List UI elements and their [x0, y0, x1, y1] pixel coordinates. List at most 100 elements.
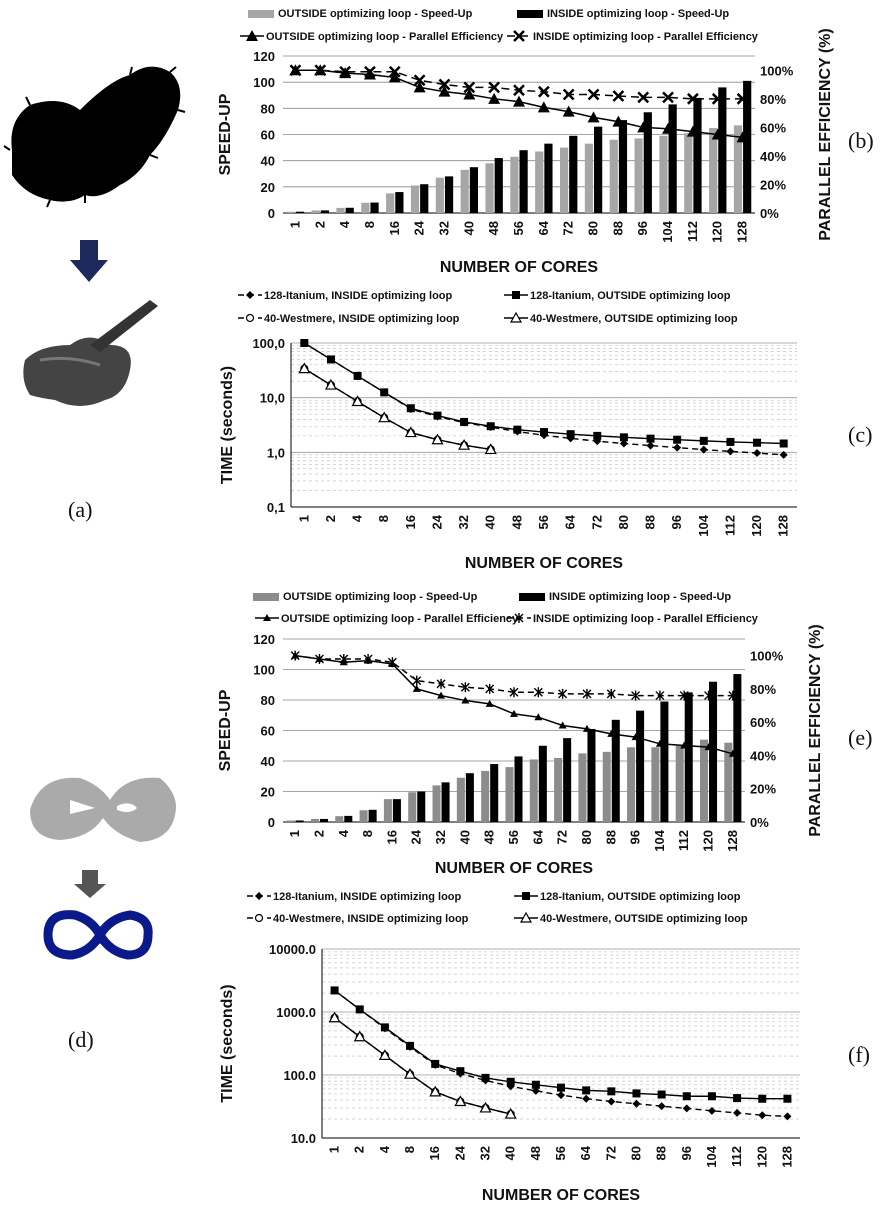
bar [311, 210, 320, 213]
data-point [779, 439, 788, 448]
legend-label: OUTSIDE optimizing loop - Speed-Up [283, 591, 478, 603]
data-point [485, 699, 494, 707]
data-point [619, 433, 628, 442]
bar [494, 158, 503, 213]
bar [538, 745, 547, 822]
bar [611, 719, 620, 822]
legend-swatch [253, 593, 279, 601]
y-tick-label: 10.0 [291, 1131, 316, 1146]
legend-label: INSIDE optimizing loop - Parallel Effici… [533, 613, 759, 625]
data-point [326, 355, 335, 364]
x-tick-label: 4 [336, 829, 351, 837]
data-point [655, 690, 665, 701]
data-point [733, 1094, 742, 1103]
x-tick-label: 128 [735, 221, 750, 243]
bar [733, 674, 742, 822]
data-point [607, 1097, 616, 1106]
bar [408, 792, 417, 822]
y2-tick-label: 100% [760, 63, 794, 78]
bar [569, 135, 578, 213]
legend-swatch [517, 10, 543, 18]
bar [359, 810, 368, 822]
data-point [388, 71, 401, 83]
data-point [557, 1091, 565, 1100]
x-tick-label: 56 [553, 1146, 568, 1160]
y-tick-label: 10,0 [260, 391, 285, 406]
bar [417, 791, 426, 822]
bar [743, 80, 752, 213]
x-tick-label: 128 [776, 515, 791, 537]
bar [320, 210, 329, 213]
bar [718, 87, 727, 213]
y2-tick-label: 80% [750, 682, 776, 697]
data-point [509, 687, 519, 698]
legend-label: INSIDE optimizing loop - Speed-Up [547, 8, 729, 20]
x-tick-label: 1 [287, 221, 302, 228]
data-point [736, 131, 749, 143]
x-tick-label: 64 [530, 829, 545, 844]
y-tick-label: 100.0 [283, 1068, 316, 1083]
x-axis-title: NUMBER OF CORES [482, 1187, 641, 1204]
x-tick-label: 72 [561, 221, 576, 235]
x-tick-label: 64 [578, 1145, 593, 1160]
data-point [330, 986, 339, 995]
bar [519, 150, 528, 213]
x-tick-label: 24 [452, 1145, 467, 1160]
legend-symbol-marker [509, 311, 523, 323]
y-axis-title: TIME (seconds) [219, 366, 236, 484]
legend-symbol-marker [255, 892, 263, 900]
data-point [679, 690, 689, 701]
data-point [412, 684, 421, 692]
data-point [298, 362, 311, 374]
data-point [461, 696, 470, 704]
y-tick-label: 20 [261, 785, 275, 800]
x-tick-label: 48 [509, 515, 524, 529]
x-tick-label: 56 [506, 830, 521, 844]
data-point [619, 439, 628, 448]
data-point [353, 1030, 366, 1042]
bar [370, 202, 379, 213]
data-point [558, 721, 567, 729]
y2-tick-label: 0% [750, 815, 769, 830]
data-point [314, 653, 324, 664]
data-point [728, 749, 737, 757]
bar [684, 133, 693, 213]
legend-symbol-marker [522, 892, 530, 900]
legend-label: INSIDE optimizing loop - Parallel Effici… [533, 31, 759, 43]
data-point [726, 447, 735, 456]
y-tick-label: 80 [261, 101, 275, 116]
bar [435, 177, 444, 213]
data-point [711, 128, 724, 140]
data-point [699, 436, 708, 445]
data-point [587, 111, 600, 123]
data-point [406, 1041, 415, 1050]
data-point [510, 709, 518, 717]
x-tick-label: 80 [628, 1146, 643, 1160]
x-tick-label: 32 [436, 221, 451, 235]
x-tick-label: 104 [704, 1145, 719, 1167]
data-point [488, 92, 501, 104]
bar [684, 692, 693, 822]
x-tick-label: 88 [643, 515, 658, 529]
x-tick-label: 32 [478, 1146, 493, 1160]
x-tick-label: 24 [429, 514, 444, 529]
data-point [436, 678, 446, 689]
data-point [513, 425, 522, 434]
x-tick-label: 16 [387, 221, 402, 235]
bar [510, 156, 519, 213]
data-point [488, 81, 501, 94]
data-point [632, 1099, 641, 1108]
bar [432, 785, 441, 822]
bar [535, 151, 544, 213]
data-point [758, 1111, 767, 1120]
data-point [646, 441, 655, 450]
data-point [686, 125, 699, 137]
data-point [562, 105, 575, 117]
series-line [334, 989, 788, 1100]
x-tick-label: 4 [337, 220, 352, 228]
x-tick-label: 24 [409, 829, 424, 844]
bar [675, 745, 684, 822]
x-tick-label: 96 [628, 830, 643, 844]
data-point [513, 84, 525, 97]
